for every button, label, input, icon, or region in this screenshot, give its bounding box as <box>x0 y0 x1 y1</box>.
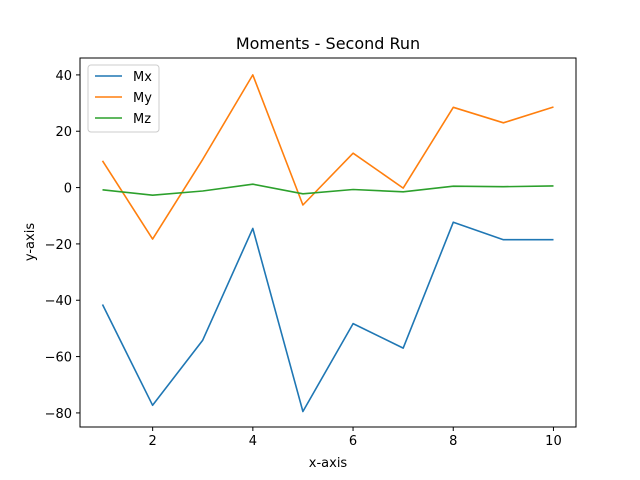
legend-box <box>87 64 160 133</box>
y-axis-label: y-axis <box>23 223 38 261</box>
y-tick-label: −80 <box>45 407 72 422</box>
series-layer <box>101 74 554 413</box>
y-tick-label: 20 <box>55 125 72 140</box>
y-tick-label: −60 <box>45 351 72 366</box>
x-tick-label: 6 <box>349 434 357 449</box>
x-tick-label: 2 <box>149 434 157 449</box>
chart-title: Moments - Second Run <box>236 34 420 53</box>
x-tick-label: 4 <box>249 434 257 449</box>
y-tick-label: −40 <box>45 294 72 309</box>
x-tick-label: 8 <box>449 434 457 449</box>
y-tick-label: 0 <box>64 182 72 197</box>
legend: Mx My Mz <box>87 64 160 133</box>
x-axis-ticks: 2 4 6 8 10 <box>149 427 562 449</box>
series-line-mx <box>101 221 554 413</box>
series-line-my <box>101 74 554 240</box>
plot-frame <box>79 57 577 428</box>
legend-label-my: My <box>133 91 152 106</box>
x-tick-label: 10 <box>545 434 562 449</box>
y-tick-label: 40 <box>55 69 72 84</box>
legend-label-mz: Mz <box>133 112 151 127</box>
y-tick-label: −20 <box>45 238 72 253</box>
x-axis-label: x-axis <box>309 456 348 471</box>
series-line-mz <box>102 183 554 196</box>
y-axis-ticks: −80 −60 −40 −20 0 20 40 <box>45 69 80 422</box>
legend-label-mx: Mx <box>133 70 152 85</box>
